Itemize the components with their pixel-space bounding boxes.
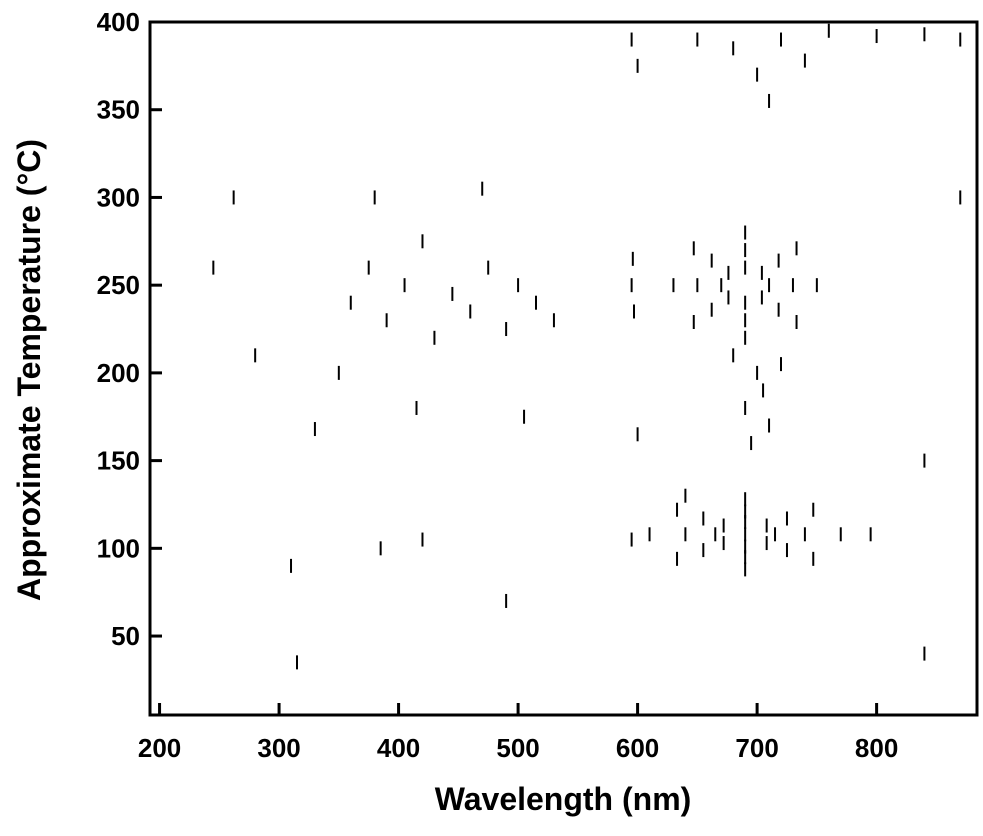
x-tick-label: 200 bbox=[138, 733, 181, 763]
y-axis-title: Approximate Temperature (°C) bbox=[11, 139, 47, 601]
y-tick-label: 50 bbox=[111, 621, 140, 651]
x-tick-label: 600 bbox=[616, 733, 659, 763]
x-tick-label: 800 bbox=[855, 733, 898, 763]
x-tick-label: 500 bbox=[496, 733, 539, 763]
y-tick-label: 300 bbox=[97, 182, 140, 212]
x-tick-label: 300 bbox=[257, 733, 300, 763]
y-tick-label: 150 bbox=[97, 446, 140, 476]
y-tick-label: 400 bbox=[97, 7, 140, 37]
y-tick-label: 100 bbox=[97, 533, 140, 563]
y-tick-label: 350 bbox=[97, 95, 140, 125]
x-axis-title: Wavelength (nm) bbox=[435, 781, 692, 817]
y-tick-label: 200 bbox=[97, 358, 140, 388]
plot-frame bbox=[148, 20, 979, 717]
y-tick-label: 250 bbox=[97, 270, 140, 300]
x-tick-label: 700 bbox=[735, 733, 778, 763]
x-tick-label: 400 bbox=[377, 733, 420, 763]
